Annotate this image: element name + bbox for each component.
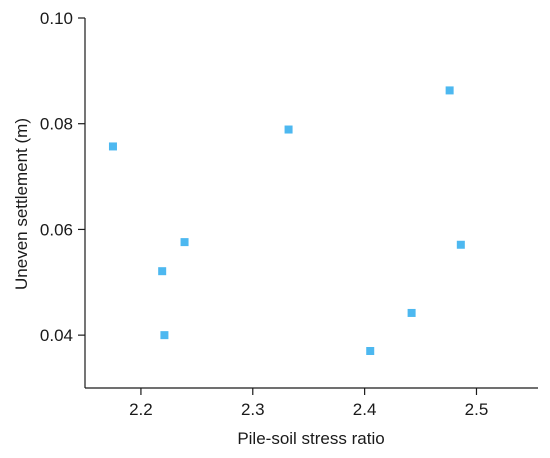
data-point: [407, 308, 416, 317]
y-tick-label: 0.04: [40, 326, 73, 345]
data-point: [108, 142, 117, 151]
data-point: [366, 347, 375, 355]
x-tick-label: 2.4: [353, 400, 377, 419]
x-tick-label: 2.5: [465, 400, 489, 419]
data-point: [284, 125, 293, 134]
data-points: [108, 86, 465, 355]
data-point: [158, 267, 167, 276]
x-tick-label: 2.3: [241, 400, 265, 419]
data-point: [445, 86, 454, 95]
x-axis-title: Pile-soil stress ratio: [237, 429, 384, 448]
y-tick-label: 0.06: [40, 220, 73, 239]
y-tick-label: 0.10: [40, 9, 73, 28]
data-point: [160, 331, 169, 340]
data-point: [456, 240, 465, 249]
y-axis-title: Uneven settlement (m): [12, 118, 31, 290]
y-tick-label: 0.08: [40, 115, 73, 134]
data-point: [180, 238, 189, 247]
tick-group: 2.2 2.3 2.4 2.5 0.04 0.06 0.08 0.10: [40, 9, 488, 419]
x-tick-label: 2.2: [129, 400, 153, 419]
